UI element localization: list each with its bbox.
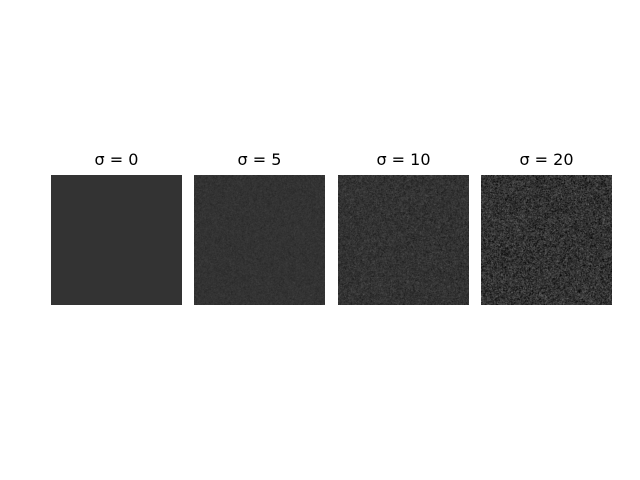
panel-title-0: σ = 0: [94, 150, 139, 169]
noise-image-panel-2: [338, 175, 469, 305]
panel-title-3: σ = 20: [519, 150, 574, 169]
noise-image-panel-3: [481, 175, 612, 305]
panel-title-2: σ = 10: [376, 150, 431, 169]
noise-image-panel-1: [194, 175, 325, 305]
panel-title-1: σ = 5: [237, 150, 282, 169]
noise-image-panel-0: [51, 175, 182, 305]
